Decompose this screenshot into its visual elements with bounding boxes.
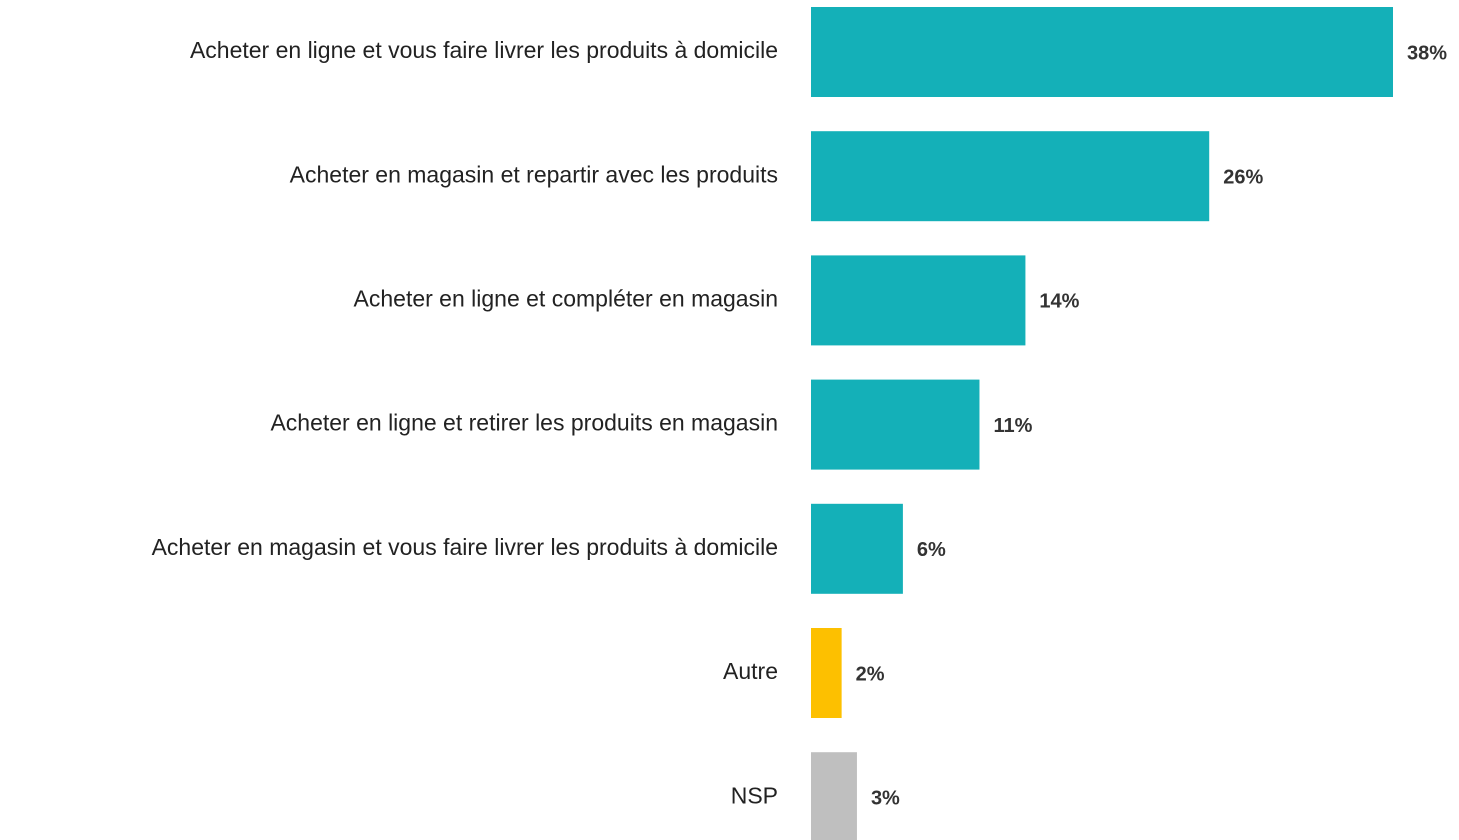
value-label: 11% bbox=[993, 415, 1032, 437]
bar bbox=[811, 503, 903, 594]
category-label: Acheter en ligne et vous faire livrer le… bbox=[190, 37, 778, 63]
bar bbox=[811, 628, 842, 718]
category-label: Acheter en ligne et retirer les produits… bbox=[270, 410, 778, 436]
category-label: Acheter en magasin et vous faire livrer … bbox=[152, 534, 778, 560]
bar bbox=[811, 255, 1026, 346]
category-label: Autre bbox=[723, 658, 778, 684]
category-label: NSP bbox=[731, 782, 778, 808]
value-label: 38% bbox=[1407, 42, 1447, 64]
value-label: 6% bbox=[917, 539, 946, 561]
bar bbox=[811, 7, 1393, 97]
bar bbox=[811, 131, 1210, 222]
value-label: 3% bbox=[871, 787, 900, 809]
value-label: 2% bbox=[856, 663, 885, 685]
bar bbox=[811, 752, 857, 840]
category-label: Acheter en magasin et repartir avec les … bbox=[290, 161, 778, 187]
bar bbox=[811, 379, 980, 470]
value-label: 14% bbox=[1039, 291, 1079, 313]
category-label: Acheter en ligne et compléter en magasin bbox=[354, 285, 778, 311]
value-label: 26% bbox=[1223, 166, 1263, 188]
